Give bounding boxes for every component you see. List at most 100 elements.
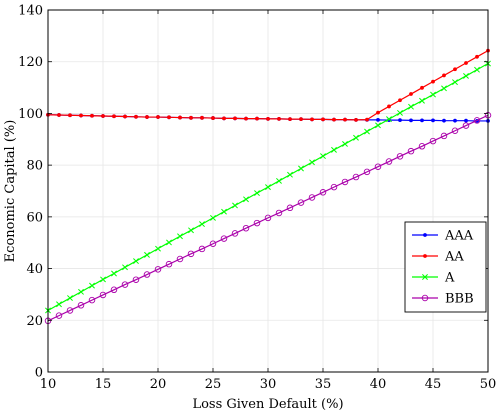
data-point — [420, 118, 424, 123]
data-point — [209, 240, 217, 247]
data-point — [342, 140, 348, 147]
data-point — [145, 115, 149, 119]
data-point — [442, 118, 446, 123]
data-point — [156, 115, 160, 119]
data-point — [375, 122, 381, 129]
data-point — [89, 282, 95, 289]
data-point — [165, 260, 173, 268]
data-point — [199, 221, 205, 228]
data-point — [387, 104, 391, 109]
data-point — [132, 276, 140, 283]
y-axis-label: Economic Capital (%) — [3, 120, 18, 263]
data-point — [464, 118, 468, 123]
data-point — [343, 117, 347, 122]
data-point — [354, 117, 358, 122]
data-point — [430, 91, 436, 98]
data-point — [178, 115, 182, 120]
data-point — [189, 115, 193, 120]
data-point — [421, 294, 429, 302]
legend-item: BBB — [412, 292, 474, 307]
series-aa — [46, 48, 490, 122]
y-tick-label: 80 — [26, 159, 43, 174]
data-point — [177, 233, 183, 240]
data-point — [67, 295, 73, 302]
data-point — [155, 245, 161, 252]
data-point — [144, 251, 150, 258]
x-tick-label: 35 — [315, 377, 332, 392]
legend-box — [404, 221, 487, 313]
x-tick-label: 10 — [40, 377, 57, 392]
data-point — [442, 73, 446, 78]
data-point — [376, 110, 380, 115]
y-tick-label: 60 — [26, 210, 43, 225]
data-point — [243, 196, 249, 203]
data-point — [364, 128, 370, 135]
data-point — [398, 118, 402, 123]
data-point — [422, 274, 428, 280]
data-point — [418, 143, 426, 150]
data-point — [408, 103, 414, 110]
data-point — [288, 117, 292, 122]
data-point — [409, 92, 413, 96]
data-point — [440, 132, 448, 140]
data-point — [286, 204, 294, 212]
x-tick-label: 15 — [95, 377, 112, 392]
legend-label: A — [444, 271, 455, 286]
data-point — [331, 146, 337, 153]
data-point — [431, 79, 435, 84]
data-point — [419, 97, 425, 104]
y-tick-label: 40 — [26, 262, 43, 277]
data-point — [68, 113, 72, 118]
data-point — [473, 117, 481, 124]
data-point — [475, 54, 479, 59]
data-point — [376, 117, 380, 122]
data-point — [264, 214, 272, 222]
data-point — [352, 173, 360, 181]
data-point — [374, 163, 382, 170]
data-point — [78, 288, 84, 295]
data-point — [210, 214, 216, 221]
data-point — [299, 117, 303, 122]
series-layer — [44, 48, 492, 325]
data-point — [310, 117, 314, 122]
tick-layer: 0 20 40 60 80 100 120 140 10 15 20 25 30 35 40 45 50 — [18, 4, 496, 393]
data-point — [319, 189, 327, 196]
data-point — [462, 122, 470, 129]
data-point — [134, 114, 138, 119]
data-point — [121, 281, 129, 288]
data-point — [341, 178, 349, 186]
x-axis-label: Loss Given Default (%) — [192, 397, 343, 412]
data-point — [398, 98, 402, 103]
data-point — [441, 85, 447, 92]
data-point — [276, 177, 282, 184]
data-point — [396, 153, 404, 160]
data-point — [167, 115, 171, 120]
data-point — [365, 117, 369, 122]
data-point — [220, 235, 228, 242]
data-point — [188, 227, 194, 234]
data-point — [452, 79, 458, 86]
data-point — [110, 286, 118, 294]
data-point — [429, 137, 437, 145]
data-point — [99, 291, 107, 299]
data-point — [254, 190, 260, 197]
y-tick-label: 100 — [18, 107, 43, 122]
data-point — [133, 258, 139, 265]
x-tick-label: 30 — [260, 377, 277, 392]
data-point — [266, 116, 270, 121]
data-point — [55, 312, 63, 319]
data-point — [200, 115, 204, 120]
data-point — [277, 116, 281, 121]
data-point — [57, 113, 61, 117]
data-point — [198, 245, 206, 253]
data-point — [308, 194, 316, 201]
data-point — [423, 254, 427, 258]
data-point — [122, 264, 128, 271]
data-point — [423, 233, 427, 237]
data-point — [298, 165, 304, 172]
x-tick-label: 20 — [150, 377, 167, 392]
data-point — [143, 271, 151, 278]
data-point — [409, 118, 413, 123]
legend-item: AAA — [412, 229, 474, 244]
